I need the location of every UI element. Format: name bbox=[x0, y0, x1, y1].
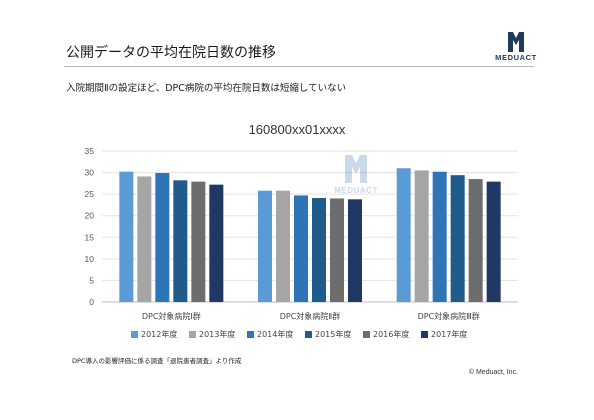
bar bbox=[312, 198, 326, 302]
x-category-label: DPC対象病院Ⅱ群 bbox=[280, 311, 341, 321]
page-subtitle: 入院期間Ⅱの設定ほど、DPC病院の平均在院日数は短縮していない bbox=[66, 83, 347, 94]
legend-label: 2016年度 bbox=[373, 329, 409, 339]
watermark-text: MEDUACT bbox=[334, 186, 378, 195]
bar bbox=[330, 198, 344, 302]
bar bbox=[486, 181, 501, 302]
bar bbox=[119, 171, 134, 302]
title-divider bbox=[64, 66, 534, 67]
bar bbox=[396, 168, 411, 302]
watermark-m-icon bbox=[345, 155, 367, 183]
page-title: 公開データの平均在院日数の推移 bbox=[66, 45, 276, 61]
legend-swatch bbox=[305, 331, 312, 338]
copyright: © Meduact, Inc. bbox=[468, 369, 518, 376]
logo-text: MEDUACT bbox=[495, 53, 537, 62]
y-tick-label: 30 bbox=[85, 168, 95, 178]
bar bbox=[414, 170, 429, 302]
bar bbox=[191, 181, 206, 302]
y-tick-label: 15 bbox=[85, 232, 95, 242]
bar bbox=[209, 184, 224, 302]
y-tick-label: 25 bbox=[85, 189, 95, 199]
bar bbox=[450, 175, 465, 302]
legend-label: 2014年度 bbox=[257, 329, 293, 339]
legend-label: 2015年度 bbox=[315, 329, 351, 339]
bar bbox=[294, 195, 308, 302]
bar bbox=[432, 171, 447, 302]
bar bbox=[137, 176, 152, 302]
x-category-label: DPC対象病院Ⅲ群 bbox=[418, 311, 480, 321]
legend-label: 2017年度 bbox=[431, 329, 467, 339]
legend-swatch bbox=[131, 331, 138, 338]
bar bbox=[173, 180, 188, 302]
watermark: MEDUACT bbox=[330, 153, 382, 199]
y-tick-label: 35 bbox=[85, 146, 95, 156]
y-tick-label: 10 bbox=[85, 254, 95, 264]
bar bbox=[348, 199, 362, 302]
legend-swatch bbox=[363, 331, 370, 338]
bar bbox=[276, 190, 290, 302]
y-tick-label: 5 bbox=[89, 275, 94, 285]
legend-label: 2012年度 bbox=[141, 329, 177, 339]
meduact-logo: MEDUACT bbox=[488, 30, 544, 64]
legend-swatch bbox=[247, 331, 254, 338]
chart-title: 160800xx01xxxx bbox=[248, 122, 346, 137]
source-note: DPC導入の影響評価に係る調査「退院患者調査」より作成 bbox=[72, 357, 242, 365]
x-category-label: DPC対象病院Ⅰ群 bbox=[142, 311, 201, 321]
legend-swatch bbox=[421, 331, 428, 338]
legend-label: 2013年度 bbox=[199, 329, 235, 339]
logo-m-icon bbox=[508, 32, 524, 52]
bar bbox=[155, 173, 170, 302]
bar bbox=[468, 179, 483, 302]
bar bbox=[258, 190, 272, 302]
y-tick-label: 0 bbox=[89, 297, 94, 307]
legend-swatch bbox=[189, 331, 196, 338]
y-tick-label: 20 bbox=[85, 211, 95, 221]
